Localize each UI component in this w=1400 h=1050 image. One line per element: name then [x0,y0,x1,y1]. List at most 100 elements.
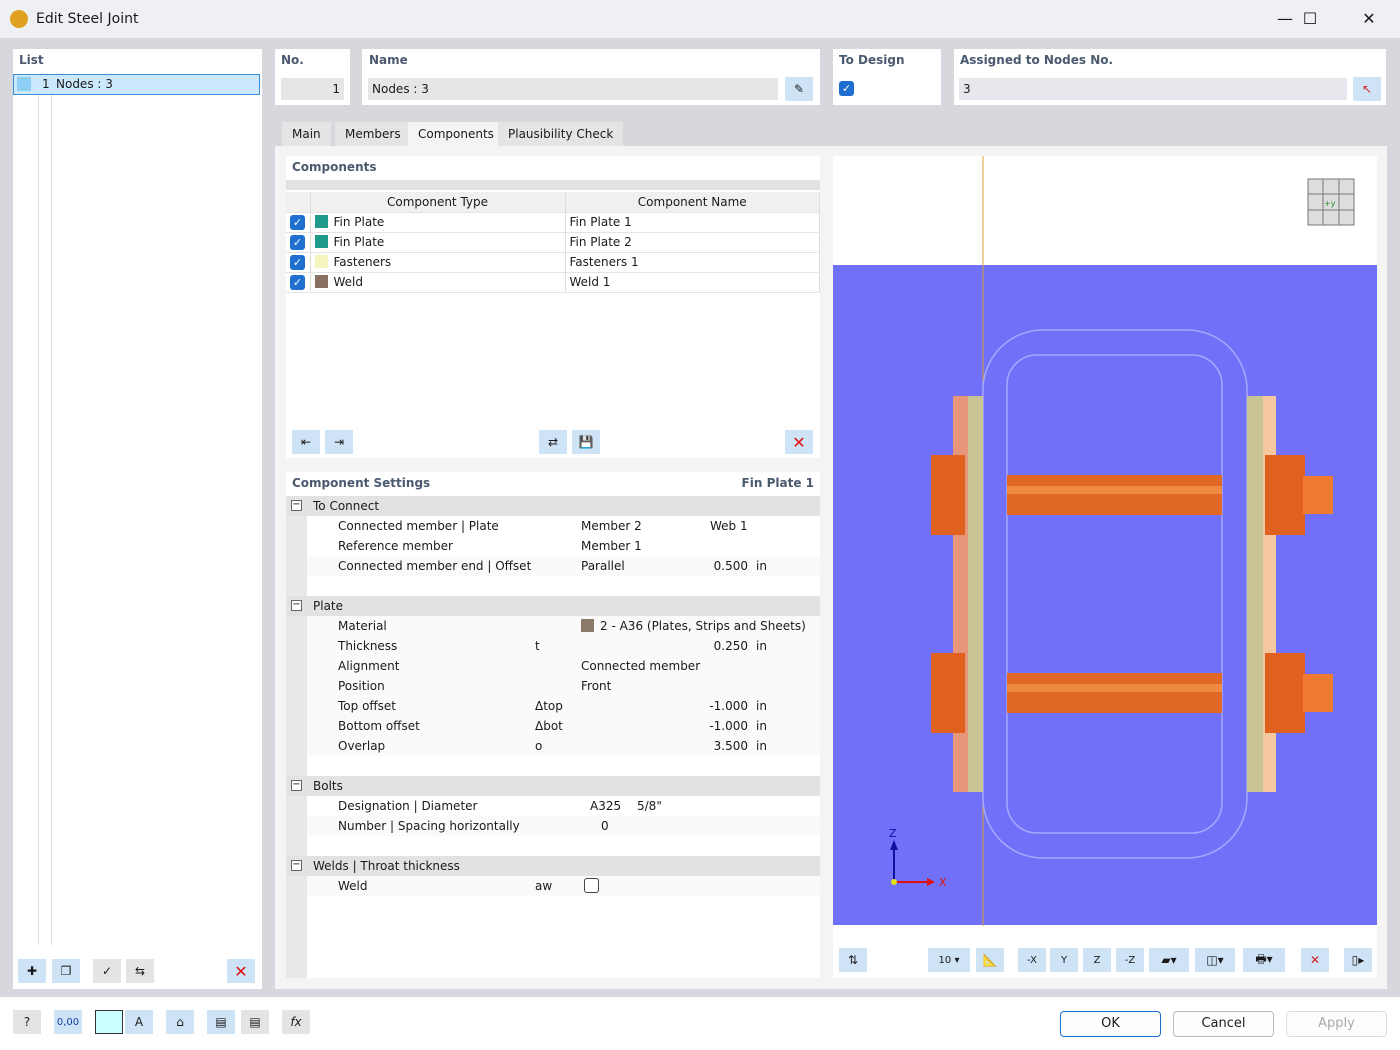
component-row[interactable]: ✓ Fin Plate Fin Plate 1 [286,212,820,233]
component-type: Fin Plate [333,235,385,249]
component-name: Fin Plate 2 [565,232,820,253]
components-panel: Components Component Type Component Name … [286,156,820,458]
transparency-dropdown[interactable]: ◫▾ [1195,948,1235,972]
component-color-swatch [314,255,328,268]
3d-view-panel: Z X +y ⇅ 10 ▾ 📐 -X Y Z -Z ▰▾ ◫▾ 🖶▾ ✕ ▯▸ [833,156,1377,978]
row-bottom-offset[interactable]: Bottom offset Δbot -1.000 in [307,716,820,736]
delete-icon[interactable]: ✕ [227,959,255,983]
pick-nodes-icon[interactable]: ↖ [1353,77,1381,101]
assigned-nodes-field[interactable]: 3 [959,78,1347,100]
save-template-icon[interactable]: ▤ [207,1010,235,1034]
component-checkbox[interactable]: ✓ [290,274,305,290]
component-type: Fasteners [333,255,392,269]
component-checkbox[interactable]: ✓ [290,234,305,250]
group-plate[interactable]: − Plate [287,596,820,616]
view-minus-z-icon[interactable]: -Z [1116,948,1144,972]
view-minus-x-icon[interactable]: -X [1018,948,1046,972]
row-designation-diameter[interactable]: Designation | Diameter A325 5/8" [307,796,820,816]
help-icon[interactable]: ? [13,1010,41,1034]
import-icon[interactable]: ⇄ [539,430,567,454]
maximize-button[interactable]: ☐ [1302,9,1318,28]
units-icon[interactable]: 0,00 [54,1010,82,1034]
render-mode-dropdown[interactable]: ▰▾ [1149,948,1189,972]
to-design-checkbox[interactable]: ✓ [839,81,854,96]
print-dropdown[interactable]: 🖶▾ [1243,948,1285,972]
view-cube-icon[interactable]: +y [1307,178,1355,226]
row-alignment[interactable]: Alignment Connected member [307,656,820,676]
scale-dropdown[interactable]: 10 ▾ [928,948,970,972]
component-name: Fasteners 1 [565,252,820,273]
edit-name-icon[interactable]: ✎ [785,77,813,101]
component-color-swatch [314,275,328,288]
panel-toggle-icon[interactable]: ▯▸ [1344,948,1372,972]
settings-label: Component Settings [292,476,431,490]
to-design-label: To Design [839,53,905,67]
load-template-icon[interactable]: ▤ [241,1010,269,1034]
row-overlap[interactable]: Overlap o 3.500 in [307,736,820,756]
svg-text:+y: +y [1324,199,1336,208]
color-icon[interactable] [95,1010,123,1034]
tab-main[interactable]: Main [282,122,331,146]
row-member-end-offset[interactable]: Connected member end | Offset Parallel 0.5… [307,556,820,576]
view-sync-icon[interactable]: ⇅ [839,948,867,972]
weld-checkbox[interactable] [584,878,599,893]
component-row[interactable]: ✓ Weld Weld 1 [286,272,820,293]
row-reference-member[interactable]: Reference member Member 1 [307,536,820,556]
move-down-icon[interactable]: ⇥ [325,430,353,454]
group-welds[interactable]: − Welds | Throat thickness [287,856,820,876]
row-thickness[interactable]: Thickness t 0.250 in [307,636,820,656]
uncheck-icon[interactable]: ⇆ [126,959,154,983]
move-left-icon[interactable]: ⇤ [292,430,320,454]
delete-component-icon[interactable]: ✕ [785,430,813,454]
row-material[interactable]: Material 2 - A36 (Plates, Strips and Shee… [307,616,820,653]
component-row[interactable]: ✓ Fasteners Fasteners 1 [286,252,820,273]
component-checkbox[interactable]: ✓ [290,254,305,270]
component-name: Fin Plate 1 [565,212,820,233]
tab-plausibility-check[interactable]: Plausibility Check [498,122,624,146]
cancel-button[interactable]: Cancel [1173,1011,1274,1037]
group-to-connect[interactable]: − To Connect [287,496,820,516]
tab-components[interactable]: Components [408,122,504,146]
formula-icon[interactable]: fx [282,1010,310,1034]
name-label: Name [369,53,408,67]
group-bolts[interactable]: − Bolts [287,776,820,796]
new-joint-icon[interactable]: ✚ [18,959,46,983]
col-component-name: Component Name [565,192,820,213]
check-all-icon[interactable]: ✓ [93,959,121,983]
no-panel: No. 1 [275,49,350,105]
row-weld[interactable]: Weld aw [307,876,820,896]
measure-icon[interactable]: 📐 [976,948,1004,972]
bolt-bottom [931,653,1333,733]
name-field[interactable]: Nodes : 3 [368,78,778,100]
3d-view[interactable]: Z X +y [833,156,1377,926]
row-connected-member[interactable]: Connected member | Plate Member 2 Web 1 [307,516,820,536]
display-icon[interactable]: ⌂ [166,1010,194,1034]
list-label: List [19,53,44,67]
list-item-no: 1 [42,77,50,91]
minimize-button[interactable]: — [1277,9,1293,28]
row-number-spacing[interactable]: Number | Spacing horizontally 0 [307,816,820,836]
copy-icon[interactable]: ❐ [52,959,80,983]
components-label: Components [292,160,377,174]
component-checkbox[interactable]: ✓ [290,214,305,230]
settings-current-component: Fin Plate 1 [741,476,814,490]
save-icon[interactable]: 💾 [572,430,600,454]
name-panel: Name Nodes : 3 ✎ [362,49,820,105]
right-fin-plate [1247,396,1263,792]
view-y-icon[interactable]: Y [1050,948,1078,972]
reset-view-icon[interactable]: ✕ [1301,948,1329,972]
row-position[interactable]: Position Front [307,676,820,696]
ok-button[interactable]: OK [1060,1011,1161,1037]
close-button[interactable]: ✕ [1362,9,1376,28]
list-item[interactable]: 1 Nodes : 3 [13,74,260,95]
apply-button[interactable]: Apply [1286,1011,1387,1037]
component-type: Fin Plate [333,215,385,229]
row-top-offset[interactable]: Top offset Δtop -1.000 in [307,696,820,716]
text-format-icon[interactable]: A [125,1010,153,1034]
view-z-icon[interactable]: Z [1083,948,1111,972]
tab-members[interactable]: Members [335,122,411,146]
component-row[interactable]: ✓ Fin Plate Fin Plate 2 [286,232,820,253]
no-field[interactable]: 1 [281,78,344,100]
list-item-color [17,77,31,91]
component-color-swatch [314,235,328,248]
